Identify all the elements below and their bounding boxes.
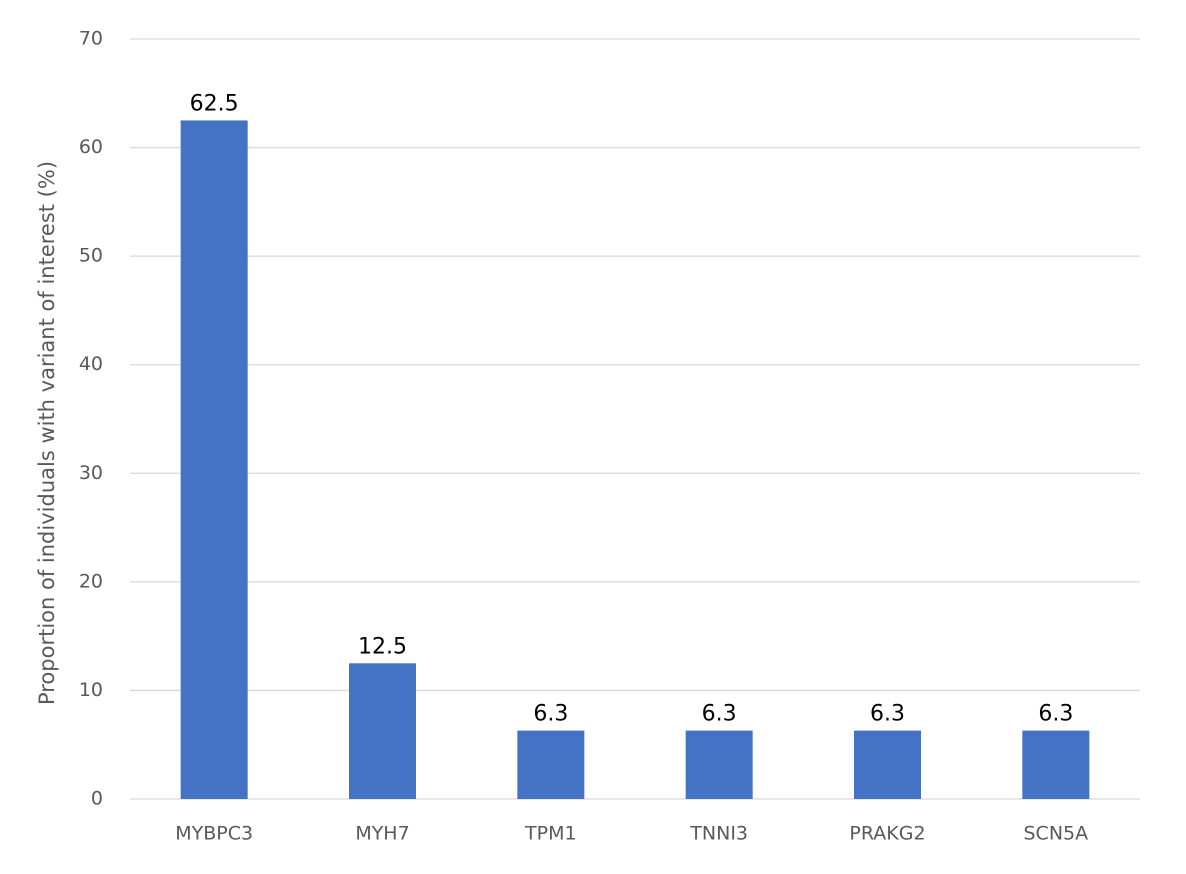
y-tick-label: 60 [79,136,103,158]
y-tick-label: 10 [79,679,103,701]
y-tick-label: 70 [79,28,103,50]
bar [517,730,585,799]
x-tick-label: TNNI3 [689,823,748,845]
data-label: 62.5 [190,91,239,116]
bar [854,730,921,799]
bar [180,120,248,799]
x-tick-label: TPM1 [524,823,577,845]
data-label: 6.3 [702,702,737,727]
data-label: 6.3 [870,702,905,727]
bar [349,663,416,799]
bar [1022,730,1090,799]
x-tick-label: PRAKG2 [849,823,925,845]
y-tick-label: 50 [79,245,103,267]
y-tick-label: 30 [79,462,103,484]
x-tick-label: SCN5A [1024,823,1089,845]
data-label: 6.3 [1038,702,1073,727]
bar [685,730,753,799]
y-tick-label: 0 [91,788,103,810]
y-axis-label: Proportion of individuals with variant o… [35,161,59,705]
data-label: 6.3 [533,702,568,727]
x-tick-label: MYH7 [355,823,409,845]
y-tick-label: 40 [79,353,103,375]
data-label: 12.5 [358,634,407,659]
x-tick-label: MYBPC3 [175,823,253,845]
y-tick-label: 20 [79,570,103,592]
